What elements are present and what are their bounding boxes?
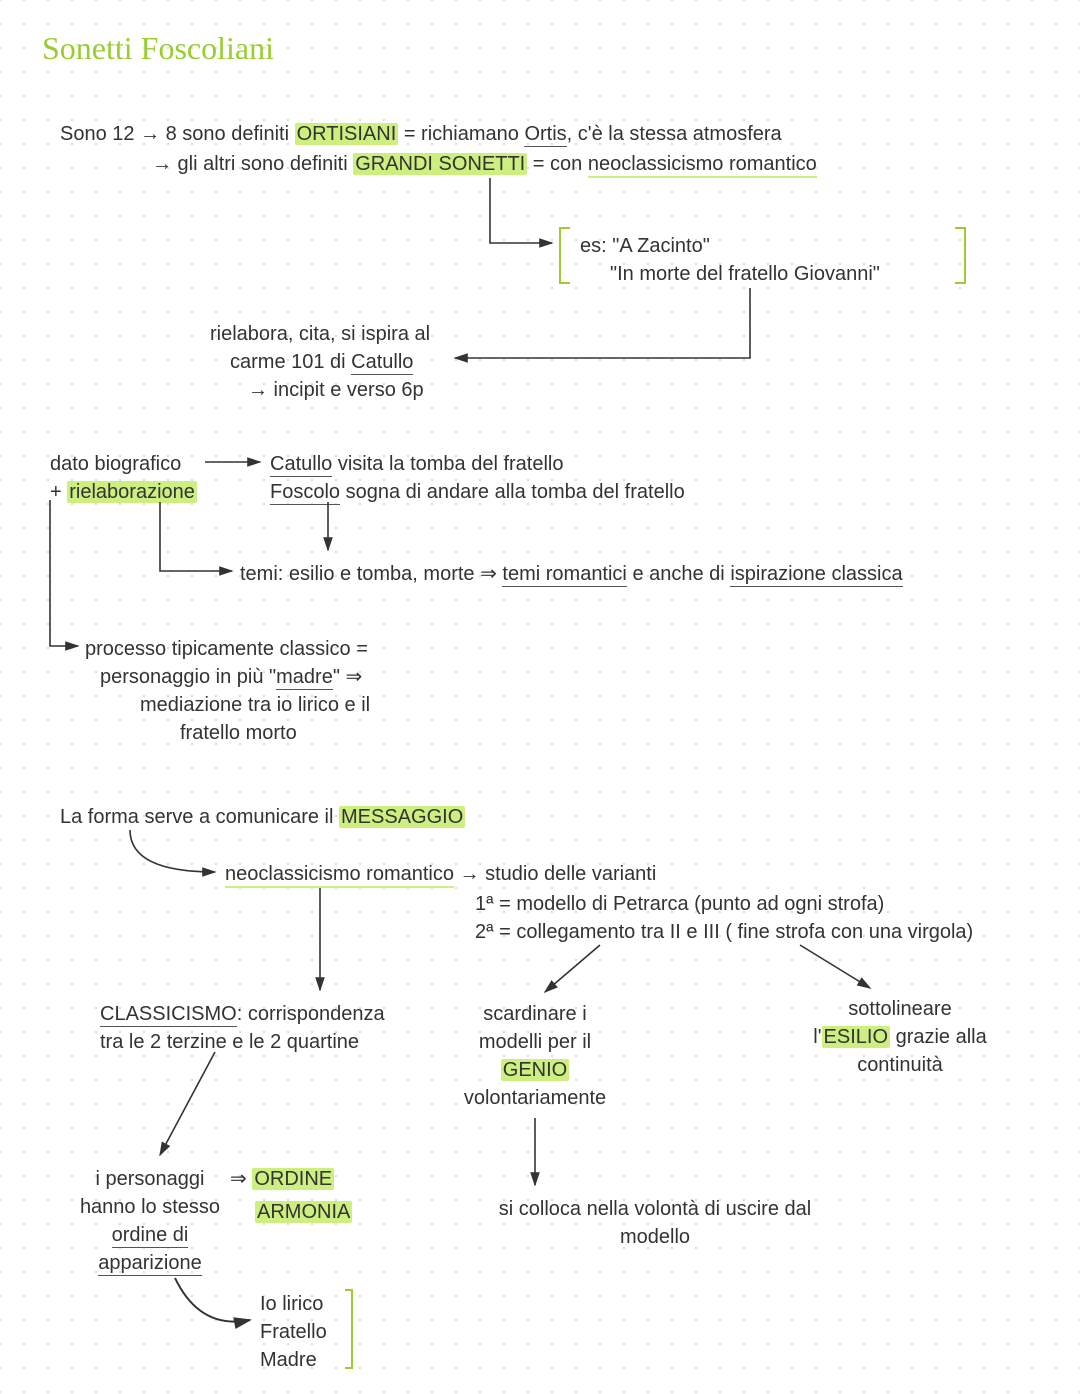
example-giovanni: "In morte del fratello Giovanni" — [610, 260, 880, 288]
list-iolirico: Io lirico — [260, 1290, 323, 1318]
processo-1: processo tipicamente classico = — [85, 635, 368, 663]
example-zacinto: es: "A Zacinto" — [580, 232, 710, 260]
ordine-armonia: ⇒ ORDINE — [230, 1165, 334, 1193]
neoclass-line: neoclassicismo romantico → studio delle … — [225, 860, 656, 888]
forma-line: La forma serve a comunicare il MESSAGGIO — [60, 803, 465, 831]
line-grandi: → gli altri sono definiti GRANDI SONETTI… — [152, 150, 817, 178]
catullo-line: Catullo visita la tomba del fratello — [270, 450, 564, 478]
classicismo-1: CLASSICISMO: corrispondenza — [100, 1000, 385, 1028]
rielabora-3: → incipit e verso 6p — [248, 376, 424, 404]
classicismo-2: tra le 2 terzine e le 2 quartine — [100, 1028, 359, 1056]
rielabora-2: carme 101 di Catullo — [230, 348, 413, 376]
colloca-block: si colloca nella volontà di uscire dal m… — [440, 1195, 870, 1251]
bio-1: dato biografico — [50, 450, 181, 478]
var2: 2ª = collegamento tra II e III ( fine st… — [475, 918, 973, 946]
foscolo-line: Foscolo sogna di andare alla tomba del f… — [270, 478, 685, 506]
temi-line: temi: esilio e tomba, morte ⇒ temi roman… — [240, 560, 903, 588]
list-fratello: Fratello — [260, 1318, 327, 1346]
line-sono12: Sono 12 → 8 sono definiti ORTISIANI = ri… — [60, 120, 782, 148]
rielabora-1: rielabora, cita, si ispira al — [210, 320, 430, 348]
scardinare-block: scardinare i modelli per il GENIO volont… — [455, 1000, 615, 1112]
processo-3: mediazione tra io lirico e il — [140, 691, 370, 719]
processo-2: personaggio in più "madre" ⇒ — [100, 663, 362, 691]
list-madre: Madre — [260, 1346, 317, 1374]
esilio-block: sottolineare l'ESILIO grazie alla contin… — [795, 995, 1005, 1079]
personaggi-block: i personaggi hanno lo stesso ordine di a… — [70, 1165, 230, 1277]
processo-4: fratello morto — [180, 719, 297, 747]
armonia: ARMONIA — [255, 1198, 352, 1226]
page-title: Sonetti Foscoliani — [42, 30, 274, 67]
bio-2: + rielaborazione — [50, 478, 197, 506]
var1: 1ª = modello di Petrarca (punto ad ogni … — [475, 890, 884, 918]
